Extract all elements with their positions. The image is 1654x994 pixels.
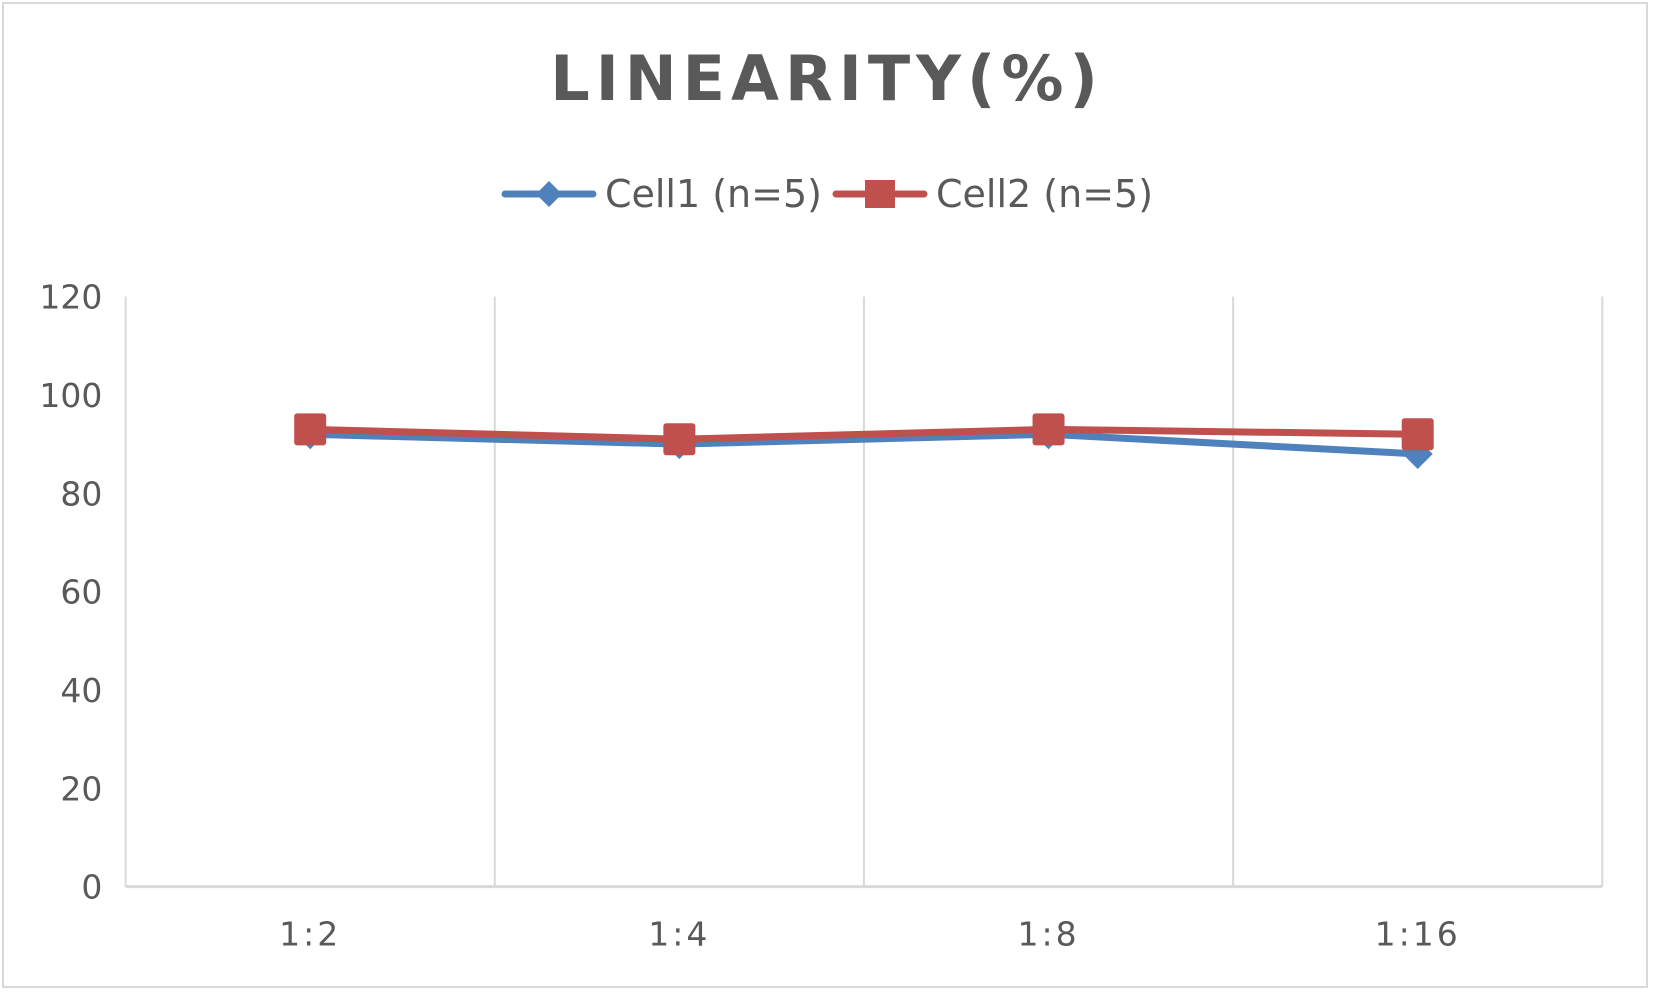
- x-tick-label: 1:8: [1017, 915, 1079, 954]
- data-series: [294, 413, 1434, 469]
- x-tick-label: 1:2: [279, 915, 341, 954]
- chart-title: LINEARITY(%): [550, 42, 1104, 115]
- diamond-marker-icon: [501, 181, 597, 207]
- square-marker: [294, 413, 327, 446]
- y-tick-label: 120: [39, 278, 102, 317]
- legend-item-cell1: Cell1 (n=5): [501, 172, 822, 216]
- y-tick-label: 60: [60, 573, 102, 612]
- x-tick-label: 1:16: [1375, 915, 1461, 954]
- square-marker: [1401, 418, 1434, 451]
- square-marker-icon: [832, 180, 928, 208]
- legend-label-cell2: Cell2 (n=5): [936, 172, 1154, 216]
- gridlines: [124, 296, 1604, 889]
- y-tick-label: 100: [39, 376, 102, 415]
- y-tick-label: 40: [60, 671, 102, 710]
- legend-item-cell2: Cell2 (n=5): [832, 172, 1153, 216]
- y-axis: 0 20 40 60 80 100 120: [39, 278, 102, 907]
- chart-legend: Cell1 (n=5) Cell2 (n=5): [0, 172, 1654, 216]
- x-tick-label: 1:4: [648, 915, 710, 954]
- square-marker: [663, 423, 696, 456]
- square-marker: [1032, 413, 1065, 446]
- x-axis: 1:2 1:4 1:8 1:16: [279, 915, 1461, 954]
- series-square: [294, 413, 1434, 456]
- legend-label-cell1: Cell1 (n=5): [604, 172, 822, 216]
- y-tick-label: 80: [60, 474, 102, 513]
- y-tick-label: 20: [60, 769, 102, 808]
- y-tick-label: 0: [81, 868, 102, 907]
